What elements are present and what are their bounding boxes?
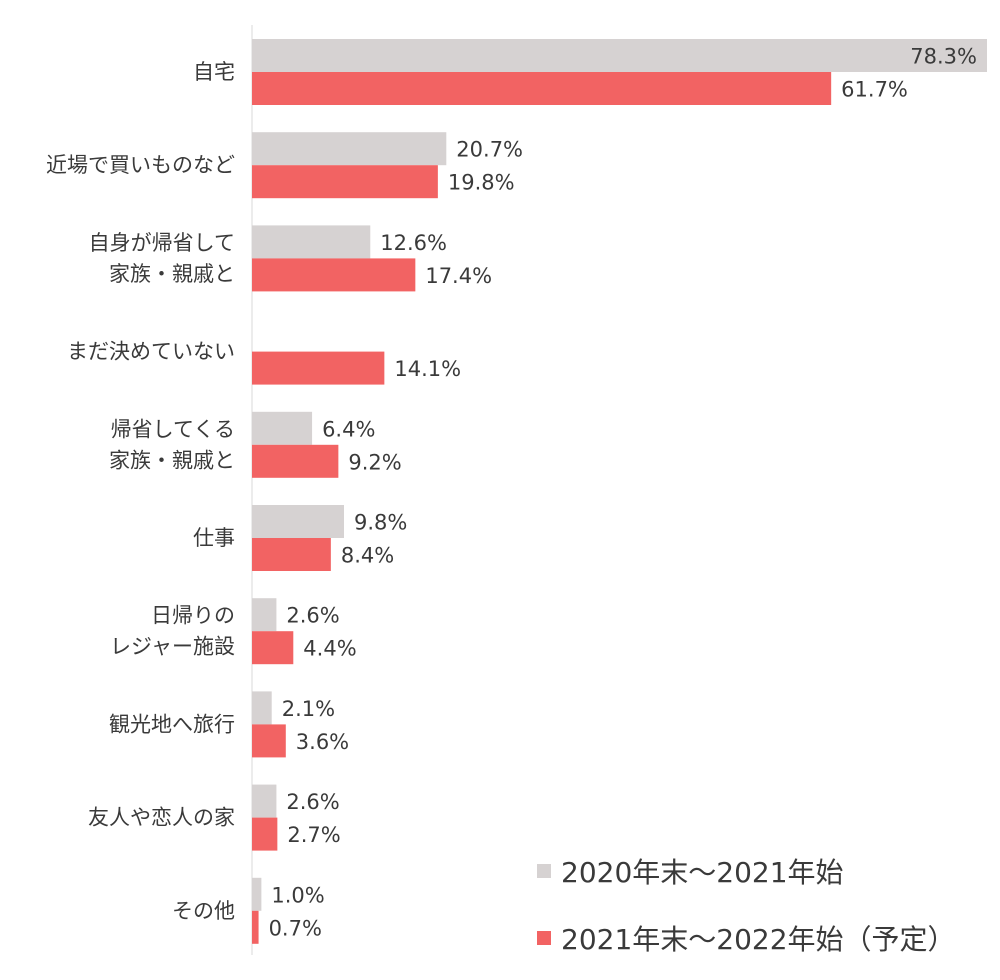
category-label: その他 [172,899,235,923]
data-label: 6.4% [322,417,375,441]
bar-series-1 [252,444,339,478]
data-label: 2.6% [286,790,339,814]
data-label: 9.2% [348,450,401,474]
data-label: 2.1% [282,697,335,721]
bar-series-0 [252,784,277,818]
data-label: 3.6% [296,730,349,754]
data-label: 8.4% [341,544,394,568]
data-label: 9.8% [354,511,407,535]
data-label: 19.8% [448,171,515,195]
data-label: 2.6% [286,604,339,628]
bar-series-0 [252,598,277,632]
bar-series-0 [252,39,987,72]
data-label: 12.6% [380,231,447,255]
data-label: 1.0% [271,883,324,907]
category-label: 近場で買いものなど [46,153,235,177]
data-label: 17.4% [425,264,492,288]
data-label: 14.1% [394,357,461,381]
bar-series-1 [252,724,286,758]
bar-series-1 [252,910,259,944]
data-label: 4.4% [303,637,356,661]
bar-series-0 [252,411,313,445]
category-label: 仕事 [193,526,235,550]
category-label: 日帰りのレジャー施設 [110,604,235,659]
bar-series-0 [252,691,272,725]
category-label: まだ決めていない [67,340,235,364]
data-label: 78.3% [910,45,977,69]
legend-item-2020: 2020年末～2021年始 [537,851,844,891]
bar-series-1 [252,817,278,851]
bar-series-0 [252,225,371,259]
data-label: 20.7% [456,138,523,162]
category-label: 自宅 [193,60,235,84]
bar-series-0 [252,132,447,166]
legend-swatch-2020 [537,864,551,878]
bar-series-0 [252,505,344,538]
category-label: 自身が帰省して家族・親戚と [89,231,235,286]
legend-label-2021: 2021年末～2022年始（予定） [561,923,956,956]
category-label: 帰省してくる家族・親戚と [109,417,235,472]
legend-label-2020: 2020年末～2021年始 [561,856,844,889]
category-label: 友人や恋人の家 [88,806,235,830]
data-label: 61.7% [841,78,908,102]
bar-series-1 [252,351,385,385]
data-label: 0.7% [269,916,322,940]
bar-series-1 [252,258,416,292]
bar-series-1 [252,538,331,571]
bar-series-1 [252,631,294,665]
bar-series-1 [252,165,438,199]
data-label: 2.7% [287,823,340,847]
legend-item-2021: 2021年末～2022年始（予定） [537,918,956,958]
category-label: 観光地へ旅行 [109,712,235,736]
bar-series-1 [252,72,832,105]
legend-swatch-2021 [537,931,551,945]
bar-series-0 [252,877,262,911]
